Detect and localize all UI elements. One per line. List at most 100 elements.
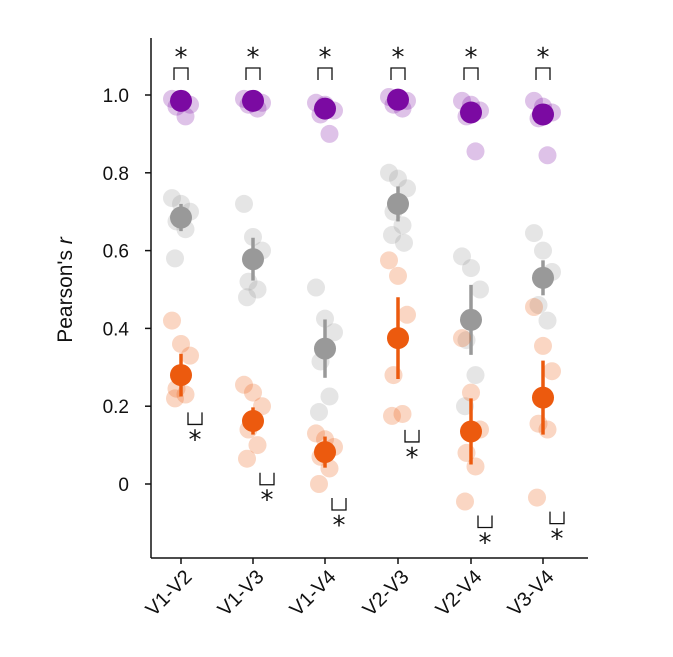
data-point — [534, 336, 552, 355]
significance-markers: * * * * * * * * * * * * — [173, 43, 565, 559]
mean-marker — [170, 89, 192, 112]
y-axis-title: Pearson's r — [54, 236, 77, 343]
data-point — [325, 323, 343, 342]
data-point — [395, 233, 413, 252]
data-point — [310, 475, 328, 493]
y-tick-label: 0 — [118, 475, 129, 496]
data-point — [248, 280, 267, 299]
data-point — [235, 194, 253, 213]
significance-bracket — [549, 511, 565, 525]
significance-star: * — [479, 529, 492, 559]
significance-bracket — [390, 67, 406, 80]
significance-star: * — [189, 425, 202, 455]
data-point — [538, 311, 557, 330]
data-point — [389, 266, 407, 285]
significance-bracket — [463, 67, 479, 80]
data-point — [525, 224, 543, 243]
mean-marker — [387, 327, 409, 350]
data-point — [166, 249, 184, 268]
mean-marker — [242, 89, 264, 112]
data-point — [538, 420, 557, 439]
significance-bracket — [404, 429, 420, 443]
data-point — [163, 189, 181, 208]
data-point — [244, 383, 262, 402]
data-point — [320, 124, 339, 143]
data-point — [398, 179, 416, 198]
data-point — [244, 227, 262, 246]
data-point — [172, 334, 190, 353]
data-point — [528, 488, 546, 507]
y-tick-label: 0.6 — [103, 242, 129, 263]
mean-marker — [460, 420, 482, 443]
x-tick-label: V1-V2 — [142, 566, 197, 621]
mean-marker — [242, 248, 264, 271]
significance-star: * — [392, 43, 405, 73]
mean-marker — [314, 441, 336, 464]
y-tick-label: 0.4 — [103, 319, 130, 340]
y-tick-label: 1.0 — [103, 86, 129, 107]
mean-marker — [532, 386, 554, 409]
data-point — [538, 146, 557, 165]
mean-marker — [170, 206, 192, 229]
significance-star: * — [319, 43, 332, 73]
data-point — [307, 278, 325, 297]
data-point — [320, 387, 339, 406]
data-point — [529, 296, 548, 315]
data-point — [525, 298, 543, 317]
data-point — [307, 424, 325, 443]
significance-bracket — [245, 67, 261, 80]
data-point — [176, 107, 195, 126]
data-point — [453, 329, 471, 348]
data-point — [181, 346, 199, 365]
y-axis-ticks: 0 0.2 0.4 0.6 0.8 1.0 — [103, 86, 151, 496]
data-point — [384, 366, 403, 385]
significance-star: * — [333, 511, 346, 541]
significance-star: * — [551, 525, 564, 555]
data-point — [235, 375, 253, 394]
mean-marker — [460, 101, 482, 124]
significance-bracket — [331, 498, 347, 511]
mean-marker — [532, 103, 554, 126]
data-point — [389, 169, 407, 188]
x-axis-categories: V1-V2 V1-V3 V1-V4 V2-V3 V2-V4 V3-V4 — [142, 558, 559, 621]
mean-marker — [387, 88, 409, 111]
x-tick-label: V1-V3 — [214, 566, 269, 621]
mean-marker — [387, 192, 409, 215]
mean-marker — [532, 266, 554, 289]
y-axis-title-italic: r — [54, 236, 77, 244]
x-tick-label: V2-V3 — [359, 566, 414, 621]
significance-bracket — [173, 67, 189, 80]
data-point — [466, 142, 485, 161]
data-point — [462, 259, 480, 278]
data-point — [383, 226, 401, 245]
data-point — [163, 311, 181, 330]
data-point — [253, 397, 271, 416]
x-tick-label: V1-V4 — [286, 566, 341, 621]
x-tick-label: V3-V4 — [504, 566, 559, 621]
significance-star: * — [175, 43, 188, 73]
significance-bracket — [317, 67, 333, 80]
data-point — [310, 403, 328, 422]
data-point — [380, 163, 398, 182]
significance-bracket — [477, 515, 493, 529]
data-point — [543, 362, 561, 381]
data-point — [393, 404, 412, 423]
data-point — [462, 383, 480, 402]
data-point — [471, 280, 489, 299]
data-point — [248, 436, 267, 455]
data-marks — [163, 87, 561, 511]
data-point — [380, 251, 398, 270]
x-tick-label: V2-V4 — [432, 566, 487, 621]
data-point — [456, 492, 474, 511]
significance-star: * — [465, 43, 478, 73]
significance-star: * — [261, 486, 274, 516]
significance-star: * — [247, 43, 260, 73]
y-axis-title-text: Pearson's — [54, 244, 77, 343]
y-tick-label: 0.2 — [103, 397, 129, 418]
data-point — [383, 406, 401, 425]
significance-bracket — [187, 412, 203, 426]
significance-star: * — [537, 43, 550, 73]
data-point — [466, 457, 485, 476]
mean-marker — [242, 409, 264, 432]
